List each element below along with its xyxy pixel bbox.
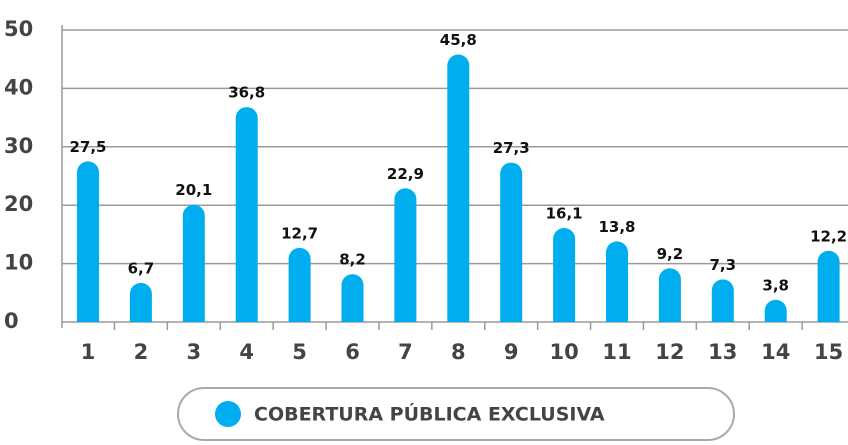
value-label: 12,7 <box>281 224 318 242</box>
bar <box>77 161 99 322</box>
bar <box>235 107 258 323</box>
value-label: 12,2 <box>810 227 847 245</box>
y-tick-label: 20 <box>4 192 33 216</box>
bar <box>553 227 576 322</box>
value-label: 45,8 <box>440 31 477 49</box>
legend-marker <box>215 401 241 427</box>
y-tick-label: 30 <box>4 134 33 158</box>
x-tick-label: 3 <box>186 340 201 364</box>
x-tick-label: 2 <box>134 340 149 364</box>
y-tick-label: 50 <box>4 17 33 41</box>
legend-label: COBERTURA PÚBLICA EXCLUSIVA <box>254 402 605 426</box>
value-label: 9,2 <box>657 245 684 263</box>
x-tick-label: 12 <box>655 340 684 364</box>
value-label: 36,8 <box>228 84 265 102</box>
value-label: 6,7 <box>128 259 155 277</box>
value-label: 22,9 <box>387 165 424 183</box>
x-tick-label: 15 <box>814 340 843 364</box>
value-label: 16,1 <box>546 204 583 222</box>
value-label: 7,3 <box>710 256 737 274</box>
x-tick-label: 8 <box>451 340 466 364</box>
x-tick-label: 5 <box>292 340 307 364</box>
y-tick-label: 0 <box>4 309 19 333</box>
value-label: 20,1 <box>175 181 212 199</box>
bar <box>764 299 787 322</box>
bar <box>129 282 152 322</box>
value-label: 8,2 <box>339 251 366 269</box>
bar <box>288 247 311 322</box>
bar <box>500 162 523 322</box>
x-tick-label: 9 <box>504 340 519 364</box>
x-tick-label: 14 <box>761 340 790 364</box>
bar <box>658 268 681 322</box>
legend-box <box>177 387 735 441</box>
bar <box>341 274 364 322</box>
value-label: 27,5 <box>69 138 106 156</box>
x-tick-label: 7 <box>398 340 413 364</box>
x-tick-label: 11 <box>602 340 631 364</box>
value-label: 27,3 <box>493 139 530 157</box>
y-tick-label: 10 <box>4 251 33 275</box>
x-tick-label: 10 <box>549 340 578 364</box>
bar <box>606 241 628 322</box>
value-label: 13,8 <box>598 218 635 236</box>
x-tick-label: 6 <box>345 340 360 364</box>
x-tick-label: 1 <box>81 340 96 364</box>
bar <box>711 279 734 322</box>
bar <box>447 54 470 322</box>
bar <box>182 204 205 322</box>
x-tick-label: 4 <box>239 340 254 364</box>
y-tick-label: 40 <box>4 75 33 99</box>
bar <box>817 250 840 322</box>
bar <box>394 188 417 322</box>
value-label: 3,8 <box>762 276 789 294</box>
x-tick-label: 13 <box>708 340 737 364</box>
